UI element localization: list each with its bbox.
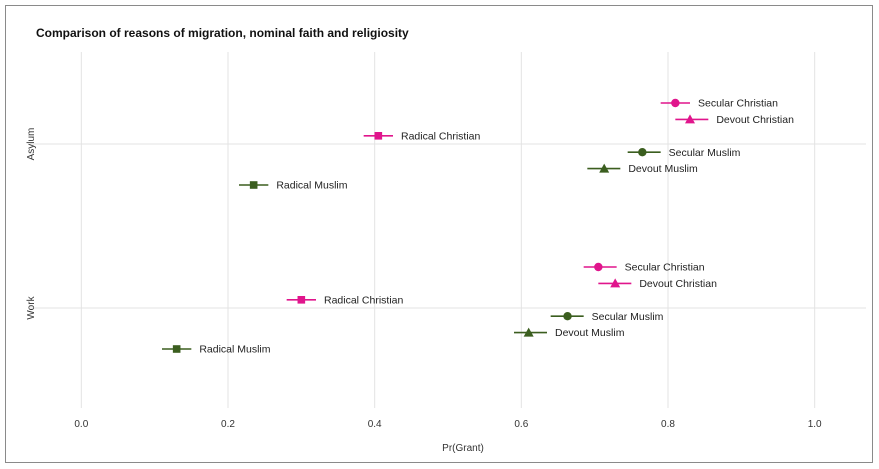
y-category-label: Work — [26, 295, 37, 319]
data-point: Radical Christian — [286, 294, 404, 306]
data-point: Radical Christian — [363, 130, 481, 142]
triangle-marker — [599, 163, 610, 173]
data-point: Secular Christian — [660, 98, 778, 110]
x-axis-ticks: 0.0 0.2 0.4 0.6 0.8 1.0 — [74, 419, 822, 430]
x-tick-label: 0.0 — [74, 419, 88, 430]
data-point: Devout Muslim — [514, 327, 625, 339]
grid — [30, 52, 866, 408]
point-label: Secular Muslim — [669, 147, 741, 159]
square-marker — [374, 132, 383, 140]
point-label: Devout Christian — [639, 278, 717, 290]
data-point: Secular Muslim — [550, 311, 664, 323]
point-label: Radical Muslim — [276, 180, 347, 192]
x-tick-label: 0.4 — [368, 419, 382, 430]
data-marks: Secular Christian Devout Christian Radical… — [162, 98, 794, 356]
y-category-label: Asylum — [26, 128, 37, 161]
circle-marker — [594, 262, 603, 272]
data-point: Devout Christian — [675, 114, 794, 126]
circle-marker — [638, 148, 647, 157]
point-label: Radical Christian — [401, 130, 481, 142]
square-marker — [297, 296, 306, 304]
data-point: Secular Christian — [583, 262, 705, 274]
square-marker — [172, 345, 181, 353]
point-label: Radical Muslim — [199, 344, 270, 356]
data-point: Devout Christian — [598, 278, 717, 290]
x-tick-label: 0.6 — [514, 419, 528, 430]
point-label: Devout Christian — [716, 114, 794, 126]
data-point: Radical Muslim — [162, 344, 271, 356]
x-tick-label: 0.2 — [221, 419, 235, 430]
circle-marker — [671, 98, 680, 108]
chart-title: Comparison of reasons of migration, nomi… — [36, 26, 409, 40]
y-axis-categories: Asylum Work — [26, 128, 37, 320]
circle-marker — [563, 312, 572, 321]
data-point: Devout Muslim — [587, 163, 698, 175]
x-axis-label: Pr(Grant) — [442, 443, 484, 454]
triangle-marker — [523, 327, 534, 337]
triangle-marker — [610, 278, 621, 288]
point-label: Secular Christian — [625, 262, 705, 274]
chart-frame — [5, 5, 873, 463]
data-point: Radical Muslim — [239, 180, 348, 192]
x-tick-label: 0.8 — [661, 419, 675, 430]
triangle-marker — [685, 114, 695, 124]
point-label: Secular Muslim — [592, 311, 664, 323]
point-label: Radical Christian — [324, 294, 404, 306]
point-label: Devout Muslim — [555, 327, 625, 339]
point-label: Secular Christian — [698, 98, 778, 110]
square-marker — [249, 181, 258, 189]
point-label: Devout Muslim — [628, 163, 698, 175]
x-tick-label: 1.0 — [808, 419, 822, 430]
data-point: Secular Muslim — [627, 147, 741, 159]
